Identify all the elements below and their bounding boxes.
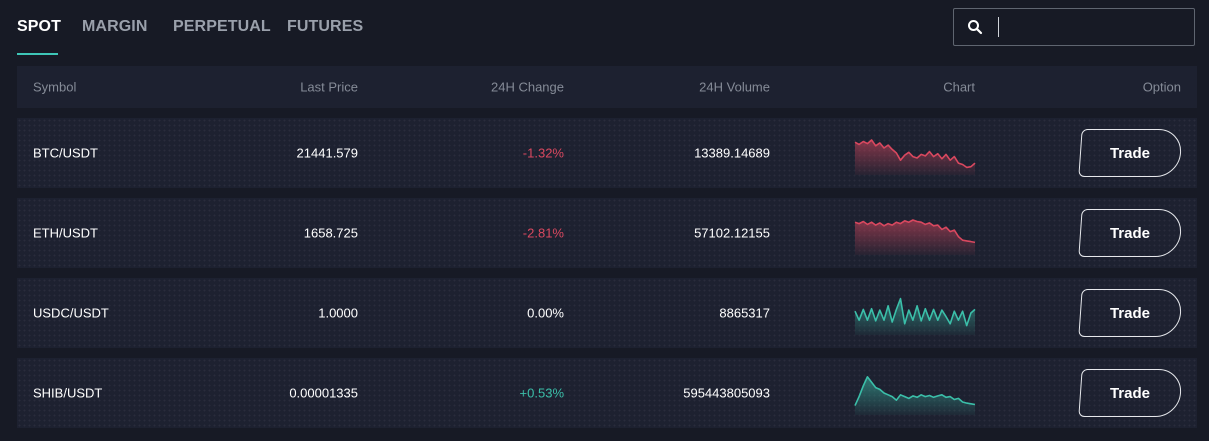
tab-futures[interactable]: FUTURES [287, 18, 364, 35]
row-symbol: BTC/USDT [33, 145, 98, 161]
row-24h-change: -2.81% [522, 225, 564, 241]
row-24h-volume: 57102.12155 [694, 225, 770, 241]
sparkline-line [854, 219, 976, 244]
sparkline-line [854, 376, 976, 406]
row-last-price: 1658.725 [303, 225, 358, 241]
tab-spot[interactable]: SPOT [17, 18, 61, 35]
sparkline-chart [854, 219, 976, 255]
trade-button-label: Trade [1110, 384, 1151, 402]
trade-button-label: Trade [1110, 144, 1151, 162]
active-tab-indicator [17, 53, 58, 55]
sparkline-area [855, 298, 975, 335]
trade-button-label: Trade [1110, 224, 1151, 242]
row-24h-change: 0.00% [527, 305, 564, 321]
row-last-price: 0.00001335 [289, 385, 358, 401]
row-symbol: USDC/USDT [33, 305, 109, 321]
row-last-price: 1.0000 [318, 305, 358, 321]
search-input[interactable] [998, 17, 1186, 37]
trade-button[interactable]: Trade [1078, 289, 1183, 337]
tab-perpetual[interactable]: PERPETUAL [173, 18, 271, 35]
sparkline-line [854, 139, 976, 169]
header-last-price[interactable]: Last Price [300, 79, 358, 95]
sparkline-area [855, 220, 975, 255]
header-symbol[interactable]: Symbol [33, 79, 77, 95]
table-row-btc[interactable]: BTC/USDT 21441.579 -1.32% 13389.14689 Tr… [17, 118, 1197, 188]
search-box[interactable] [953, 8, 1195, 46]
table-row-shib[interactable]: SHIB/USDT 0.00001335 +0.53% 595443805093… [17, 358, 1197, 428]
header-chart: Chart [943, 79, 975, 95]
row-last-price: 21441.579 [296, 145, 358, 161]
sparkline-area [855, 376, 975, 415]
row-symbol: SHIB/USDT [33, 385, 103, 401]
trade-button[interactable]: Trade [1078, 129, 1183, 177]
sparkline-chart [854, 376, 976, 415]
sparkline-chart [854, 297, 976, 335]
search-icon [968, 20, 983, 35]
trade-button[interactable]: Trade [1078, 209, 1183, 257]
row-24h-volume: 13389.14689 [694, 145, 770, 161]
header-24h-volume[interactable]: 24H Volume [699, 79, 770, 95]
header-24h-change[interactable]: 24H Change [491, 79, 564, 95]
table-header: Symbol Last Price 24H Change 24H Volume … [17, 66, 1197, 108]
market-tabs: SPOT MARGIN PERPETUAL FUTURES [0, 0, 600, 56]
sparkline-line [854, 297, 976, 327]
row-24h-volume: 595443805093 [683, 385, 770, 401]
table-row-eth[interactable]: ETH/USDT 1658.725 -2.81% 57102.12155 Tra… [17, 198, 1197, 268]
row-24h-change: +0.53% [519, 385, 564, 401]
header-option: Option [1142, 79, 1181, 95]
tab-margin[interactable]: MARGIN [82, 18, 148, 35]
markets-table: Symbol Last Price 24H Change 24H Volume … [17, 66, 1197, 428]
trade-button-label: Trade [1110, 304, 1151, 322]
row-24h-volume: 8865317 [719, 305, 770, 321]
row-24h-change: -1.32% [522, 145, 564, 161]
row-symbol: ETH/USDT [33, 225, 98, 241]
table-row-usdc[interactable]: USDC/USDT 1.0000 0.00% 8865317 Trade [17, 278, 1197, 348]
trade-button[interactable]: Trade [1078, 369, 1183, 417]
sparkline-chart [854, 139, 976, 175]
